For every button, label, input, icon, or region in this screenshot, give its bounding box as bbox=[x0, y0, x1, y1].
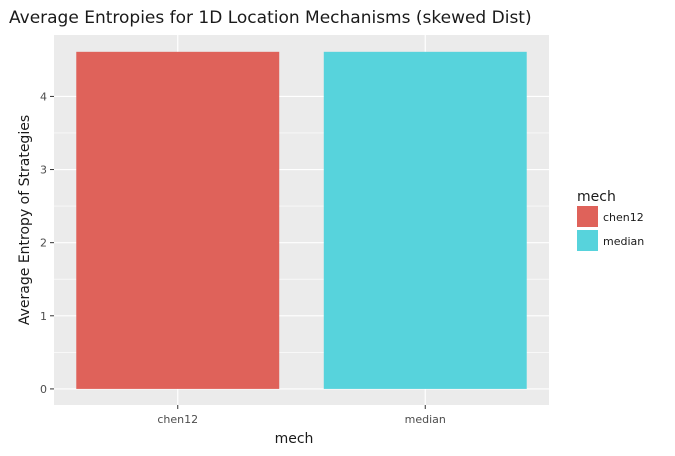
y-axis-title: Average Entropy of Strategies bbox=[17, 115, 33, 325]
y-tick-label: 0 bbox=[40, 383, 47, 396]
bar-chen12 bbox=[76, 51, 280, 389]
y-tick-label: 1 bbox=[40, 310, 47, 323]
y-tick-label: 3 bbox=[40, 164, 47, 177]
x-axis: chen12 median bbox=[157, 405, 446, 426]
x-tick-label: chen12 bbox=[157, 413, 198, 426]
legend-key-median bbox=[577, 230, 598, 251]
x-axis-title: mech bbox=[275, 431, 314, 447]
legend-label: median bbox=[603, 235, 644, 248]
legend-label: chen12 bbox=[603, 211, 644, 224]
x-tick-label: median bbox=[405, 413, 446, 426]
bars bbox=[76, 51, 527, 389]
y-axis: 0 1 2 3 4 bbox=[40, 90, 54, 396]
legend: mech chen12 median bbox=[577, 189, 644, 251]
bar-median bbox=[323, 51, 527, 389]
legend-title: mech bbox=[577, 189, 616, 205]
chart-title: Average Entropies for 1D Location Mechan… bbox=[9, 8, 532, 28]
y-tick-label: 4 bbox=[40, 90, 47, 103]
legend-key-chen12 bbox=[577, 206, 598, 227]
y-tick-label: 2 bbox=[40, 237, 47, 250]
